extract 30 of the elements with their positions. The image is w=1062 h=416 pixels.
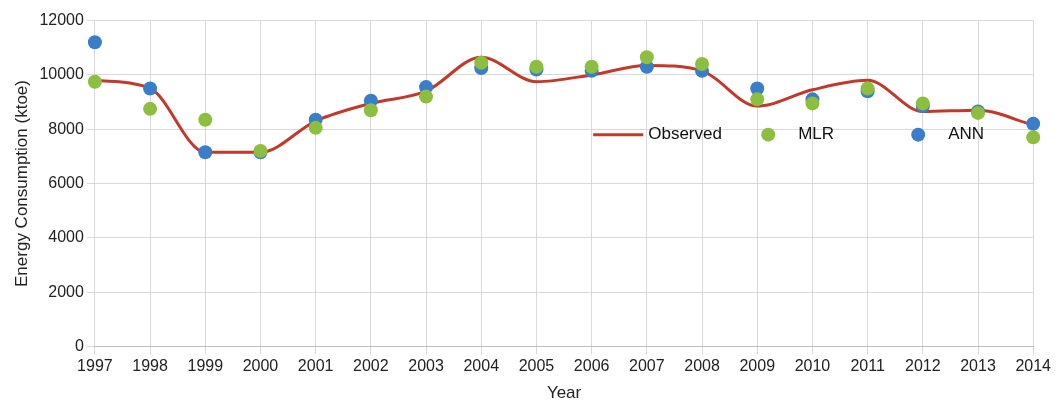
x-tick-label: 1998 — [132, 357, 168, 375]
x-tick-label: 2000 — [242, 357, 279, 375]
x-tick-label: 2008 — [684, 357, 720, 375]
y-tick-label: 4000 — [48, 228, 84, 246]
x-axis-title: Year — [546, 383, 582, 403]
y-tick-label: 12000 — [39, 11, 84, 29]
x-tick-label: 2003 — [408, 357, 444, 375]
x-tick-label: 2013 — [960, 357, 996, 375]
x-tick-label: 2012 — [905, 357, 941, 375]
x-tick-label: 2007 — [629, 357, 665, 375]
legend-label: MLR — [798, 124, 835, 144]
y-tick-label: 10000 — [39, 65, 84, 83]
y-axis-title: Energy Consumption (ktoe) — [11, 80, 31, 287]
y-tick-label: 0 — [74, 336, 84, 354]
y-tick-label: 8000 — [48, 119, 84, 137]
y-tick-label: 6000 — [48, 173, 84, 191]
x-tick-label: 2011 — [850, 357, 885, 375]
x-tick-label: 2002 — [353, 357, 389, 375]
x-tick-label: 1999 — [187, 357, 224, 375]
legend-label: ANN — [948, 124, 985, 144]
x-tick-label: 2006 — [573, 357, 610, 375]
x-tick-label: 2010 — [794, 357, 831, 375]
legend-label: Observed — [648, 124, 722, 144]
x-tick-label: 2004 — [463, 357, 500, 375]
x-tick-label: 2001 — [297, 357, 334, 375]
y-tick-label: 2000 — [48, 282, 84, 300]
x-tick-label: 2005 — [518, 357, 555, 375]
x-tick-label: 1997 — [77, 357, 113, 375]
x-tick-label: 2009 — [739, 357, 776, 375]
x-tick-label: 2014 — [1015, 357, 1052, 375]
